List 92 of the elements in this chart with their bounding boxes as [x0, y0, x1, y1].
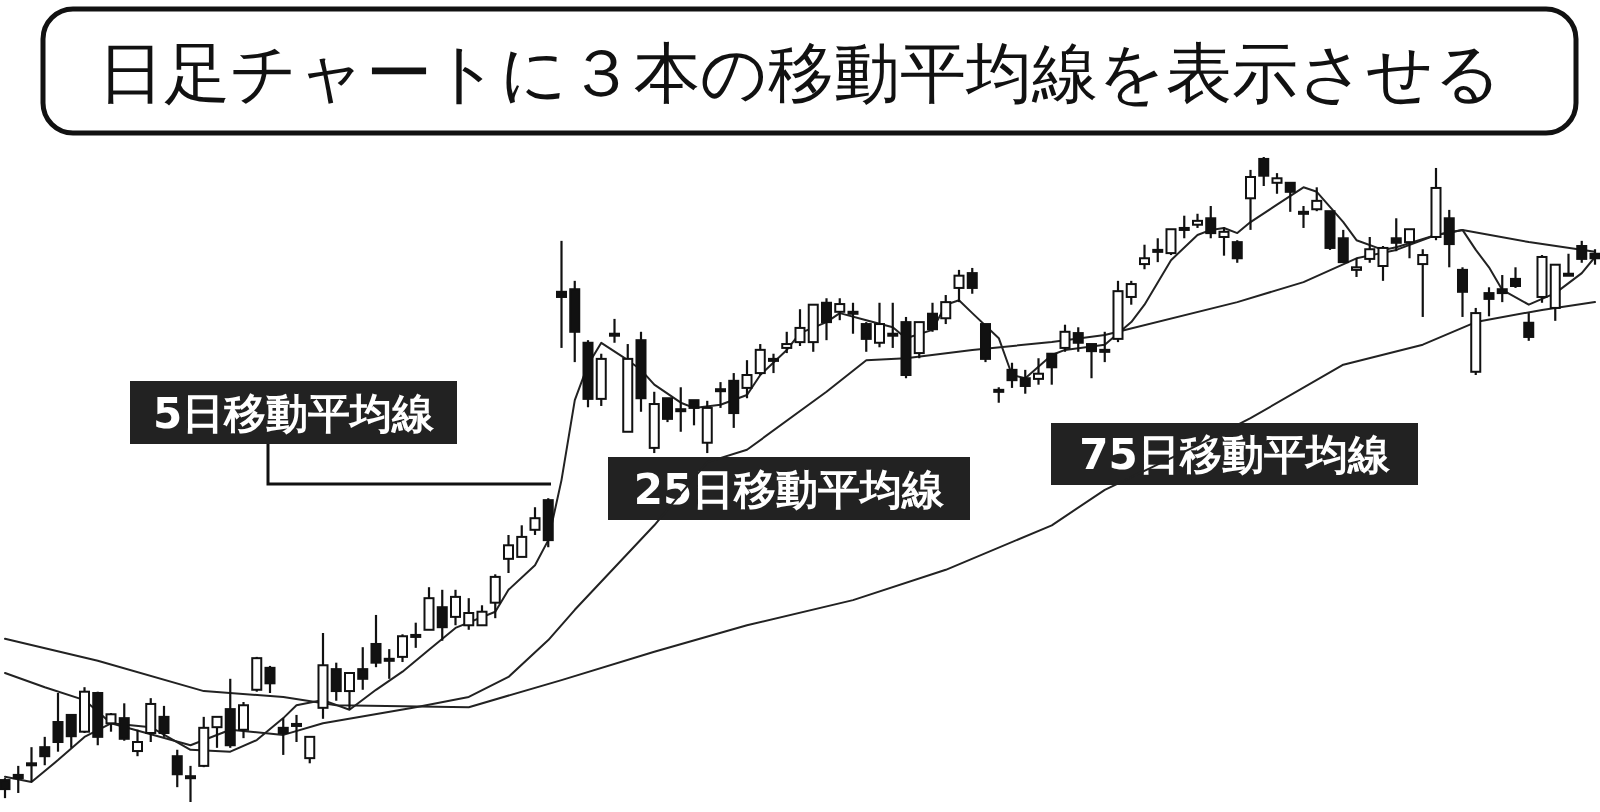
candlestick: [834, 297, 846, 322]
candlestick: [1364, 235, 1376, 264]
candlestick: [887, 301, 899, 350]
candlestick: [1258, 155, 1270, 188]
candlestick: [1046, 352, 1058, 386]
candlestick: [1072, 326, 1084, 353]
candlestick: [675, 386, 687, 433]
candlestick: [450, 588, 462, 627]
candlestick: [211, 715, 223, 749]
candlestick: [1297, 204, 1309, 230]
candlestick: [1178, 214, 1190, 240]
candlestick: [1006, 361, 1018, 390]
candlestick: [768, 352, 780, 375]
candlestick: [1417, 248, 1429, 319]
candlestick: [1019, 368, 1031, 395]
candlestick: [1218, 226, 1230, 257]
candlestick: [436, 588, 448, 642]
candlestick: [65, 713, 77, 749]
candlestick: [860, 321, 872, 353]
candlestick: [410, 621, 422, 649]
candlestick: [953, 268, 965, 304]
candlestick: [1032, 357, 1044, 386]
candlestick: [503, 533, 515, 575]
candlestick: [794, 308, 806, 348]
candlestick: [264, 664, 276, 695]
series-label: 25日移動平均線: [633, 464, 946, 514]
candlestick: [1377, 244, 1389, 282]
candlestick: [463, 597, 475, 631]
candlestick: [26, 746, 38, 784]
candlestick: [1059, 323, 1071, 353]
candlestick: [1456, 266, 1468, 319]
candlestick: [291, 713, 303, 744]
candlestick: [1152, 237, 1164, 264]
candlestick: [529, 506, 541, 537]
candlestick: [609, 317, 621, 344]
candlestick: [1576, 239, 1588, 264]
candlestick: [715, 381, 727, 409]
text: 5日移動平均線: [152, 388, 436, 438]
candlestick: [516, 524, 528, 558]
candlestick: [397, 633, 409, 664]
candlestick: [1390, 217, 1402, 253]
candlestick: [1099, 330, 1111, 364]
candlestick: [1496, 273, 1508, 304]
candlestick: [966, 266, 978, 295]
candlestick: [821, 297, 833, 342]
candlestick: [1523, 311, 1535, 342]
candlestick: [304, 735, 316, 765]
candlestick: [185, 764, 197, 804]
candlestick: [1562, 252, 1574, 277]
candlestick: [556, 239, 568, 350]
chart-title: 日足チャートに３本の移動平均線を表示させる: [98, 35, 1502, 112]
candlestick: [12, 764, 24, 795]
series-label: 75日移動平均線: [1079, 430, 1391, 479]
candlestick: [132, 728, 144, 758]
candlestick: [741, 359, 753, 400]
candlestick: [1403, 228, 1415, 260]
candlestick: [940, 293, 952, 326]
candlestick: [781, 330, 793, 355]
candlestick: [330, 661, 342, 702]
candlestick: [1284, 181, 1296, 213]
candlestick: [357, 646, 369, 691]
candlestick: [1311, 186, 1323, 213]
candlestick: [476, 604, 488, 627]
candlestick: [1271, 172, 1283, 195]
candlestick: [1483, 286, 1495, 318]
candlestick: [688, 399, 700, 427]
candlestick: [1125, 279, 1137, 306]
candlestick: [874, 301, 886, 349]
candlestick: [1205, 204, 1217, 240]
candlestick: [0, 777, 11, 800]
candlestick: [1509, 266, 1521, 290]
candlestick: [847, 301, 859, 335]
candlestick: [118, 702, 130, 742]
candlestick: [1350, 257, 1362, 279]
candlestick: [1337, 228, 1349, 264]
candlestick: [39, 735, 51, 767]
title: 日足チャートに３本の移動平均線を表示させる: [40, 6, 1579, 136]
candlestick: [1244, 168, 1256, 231]
candlestick: [158, 704, 170, 738]
candlestick: [277, 717, 289, 757]
candlestick: [1231, 239, 1243, 264]
candlestick: [754, 342, 766, 377]
candlestick: [927, 301, 939, 333]
candlestick: [370, 613, 382, 669]
candlestick: [171, 748, 183, 789]
candlestick: [1165, 228, 1177, 257]
candlestick: [662, 397, 674, 424]
candlestick: [383, 648, 395, 680]
candlestick: [1085, 342, 1097, 380]
candlestick: [52, 691, 64, 753]
candlestick: [344, 671, 356, 711]
candlestick: [1138, 243, 1150, 271]
